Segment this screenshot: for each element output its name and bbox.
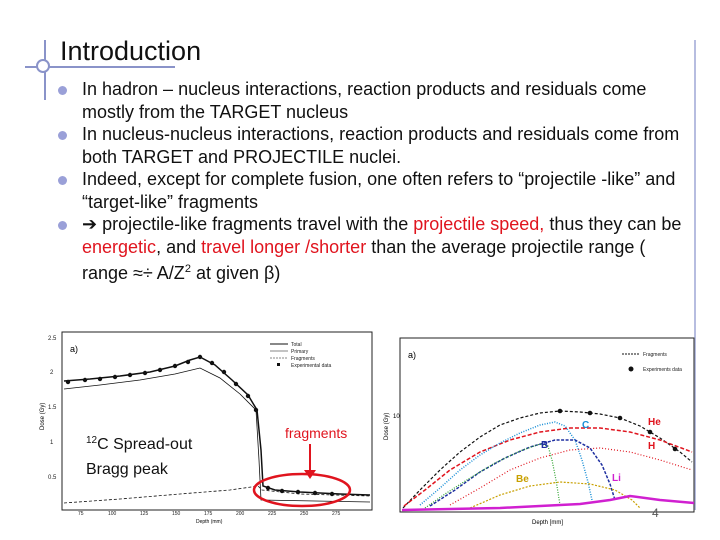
right-legend-entry: Fragments bbox=[643, 352, 667, 358]
left-legend-entry: Experimental data bbox=[291, 363, 332, 369]
left-y-tick: 1 bbox=[50, 440, 54, 446]
annotation-line-1: 12C Spread-out bbox=[86, 435, 193, 453]
bullet-list: In hadron – nucleus interactions, reacti… bbox=[58, 78, 688, 285]
left-legend-entry: Total bbox=[291, 342, 302, 348]
right-y-tick: 10 bbox=[393, 414, 400, 420]
slide-title: Introduction bbox=[60, 36, 202, 66]
left-x-tick: 175 bbox=[204, 511, 213, 517]
left-experimental-points bbox=[65, 354, 335, 497]
bullet-item: Indeed, except for complete fusion, one … bbox=[58, 168, 688, 213]
bullet-text: at given β) bbox=[190, 263, 281, 283]
bullet-text: Indeed, except for complete fusion, one … bbox=[82, 169, 676, 212]
page-number: 4 bbox=[652, 506, 659, 520]
bullet-text: projectile-like fragments travel with th… bbox=[97, 214, 414, 234]
right-plot: a) Dose (Gy) 10 Depth [mm] Fragments Exp… bbox=[384, 337, 695, 526]
left-x-tick: 125 bbox=[140, 511, 149, 517]
left-x-axis-label: Depth (mm) bbox=[196, 519, 223, 525]
title-decoration-circle bbox=[36, 59, 50, 73]
left-y-tick: 2.5 bbox=[48, 336, 57, 342]
green-fragment-curve bbox=[424, 443, 561, 509]
he-curve bbox=[403, 427, 693, 507]
c-label: C bbox=[582, 420, 589, 431]
left-x-tick: 225 bbox=[268, 511, 277, 517]
right-y-axis-label: Dose (Gy) bbox=[384, 413, 390, 440]
left-legend-entry: Primary bbox=[291, 349, 309, 355]
b-curve bbox=[429, 439, 616, 507]
right-legend: Fragments Experiments data bbox=[622, 352, 682, 373]
annotation-text: C Spread-out bbox=[97, 436, 193, 453]
right-legend-entry: Experiments data bbox=[643, 367, 682, 373]
bullet-dot bbox=[58, 131, 67, 140]
bullet-dot bbox=[58, 86, 67, 95]
annotation-superscript: 12 bbox=[86, 435, 98, 446]
left-plot: a) Dose (Gy) 2.5 2 1.5 1 0.5 75 100 125 … bbox=[40, 331, 373, 525]
left-x-tick: 200 bbox=[236, 511, 245, 517]
left-x-tick: 75 bbox=[78, 511, 84, 517]
right-total-fragments-curve bbox=[402, 410, 693, 509]
arrow-icon: ➔ bbox=[82, 214, 98, 234]
li-label: Li bbox=[612, 473, 621, 484]
left-x-tick: 100 bbox=[108, 511, 117, 517]
highlight-text: travel longer /shorter bbox=[201, 236, 367, 257]
be-curve bbox=[469, 481, 641, 509]
bullet-item: ➔ projectile-like fragments travel with … bbox=[58, 213, 688, 285]
left-y-tick: 1.5 bbox=[48, 405, 57, 411]
left-primary-curve bbox=[63, 367, 371, 503]
fragments-label: fragments bbox=[285, 425, 347, 441]
left-y-tick: 0.5 bbox=[48, 475, 57, 481]
annotation-line-2: Bragg peak bbox=[86, 461, 169, 478]
right-x-axis-label: Depth [mm] bbox=[532, 520, 563, 526]
bullet-item: In hadron – nucleus interactions, reacti… bbox=[58, 78, 688, 123]
right-plot-frame bbox=[399, 337, 695, 513]
left-x-tick: 250 bbox=[300, 511, 309, 517]
left-panel-label: a) bbox=[70, 344, 78, 354]
bullet-text: thus they can be bbox=[544, 214, 682, 234]
bullet-text: than the average projectile range ( rang… bbox=[82, 236, 646, 284]
right-border-line bbox=[694, 40, 696, 510]
c-curve bbox=[419, 421, 593, 506]
bullet-item: In nucleus-nucleus interactions, reactio… bbox=[58, 123, 688, 168]
highlight-text: energetic bbox=[82, 236, 157, 257]
be-label: Be bbox=[516, 474, 529, 485]
bullet-text: In nucleus-nucleus interactions, reactio… bbox=[82, 124, 680, 167]
bullet-text: , and bbox=[156, 236, 202, 257]
bullet-text: In hadron – nucleus interactions, reacti… bbox=[82, 79, 647, 122]
left-y-axis-label: Dose (Gy) bbox=[40, 403, 46, 430]
fragments-highlight-ellipse bbox=[252, 472, 352, 508]
title-decoration-horizontal-line bbox=[25, 66, 175, 68]
left-x-tick: 150 bbox=[172, 511, 181, 517]
left-y-tick: 2 bbox=[50, 370, 54, 376]
li-curve bbox=[401, 494, 695, 512]
right-panel-label: a) bbox=[408, 350, 416, 360]
left-x-tick: 275 bbox=[332, 511, 341, 517]
left-plot-frame bbox=[61, 331, 373, 511]
bullet-dot bbox=[58, 221, 67, 230]
left-legend: Total Primary Fragments Experimental dat… bbox=[270, 342, 332, 369]
h-label: H bbox=[648, 441, 655, 452]
right-experimental-points bbox=[557, 408, 678, 452]
superscript: 2 bbox=[184, 263, 191, 275]
left-legend-entry: Fragments bbox=[291, 356, 315, 362]
bullet-dot bbox=[58, 176, 67, 185]
he-label: He bbox=[648, 417, 661, 428]
highlight-text: projectile speed, bbox=[413, 214, 545, 234]
b-label: B bbox=[541, 440, 548, 451]
h-curve bbox=[449, 447, 693, 506]
left-fragments-curve bbox=[63, 485, 371, 504]
